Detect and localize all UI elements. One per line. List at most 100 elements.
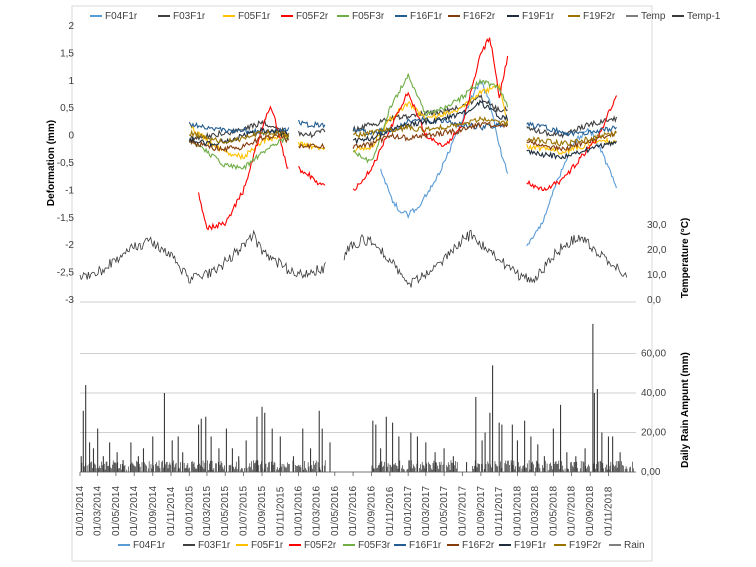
series-line-f05f2r <box>298 165 326 186</box>
series-line-f05f1r <box>526 136 617 155</box>
x-tick-label: 01/09/2018 <box>585 486 596 536</box>
y-axis-title-left: Deformation (mm) <box>46 120 57 206</box>
x-tick-label: 01/03/2017 <box>421 486 432 536</box>
x-tick-label: 01/09/2017 <box>476 486 487 536</box>
x-tick-label: 01/07/2015 <box>238 486 249 536</box>
chart-border <box>71 5 653 562</box>
x-tick-label: 01/07/2018 <box>567 486 578 536</box>
series-line-f16f1r <box>298 119 326 129</box>
legend-label-f04f1r: F04F1r <box>105 11 138 22</box>
bottom-legend-label-f05f3r: F05F3r <box>358 540 391 551</box>
x-tick-label: 01/11/2014 <box>166 486 177 536</box>
y-tick-left: 0 <box>68 131 74 142</box>
series-line-f19f1r <box>526 139 617 160</box>
legend-label-f05f1r: F05F1r <box>238 11 271 22</box>
series-line-temp-1 <box>343 229 628 288</box>
series-line-f19f1r <box>188 126 290 148</box>
legend-label-f16f1r: F16F1r <box>410 11 443 22</box>
y-tick-left: -2 <box>65 240 74 251</box>
y-tick-left: 2 <box>68 21 74 32</box>
x-tick-label: 01/09/2014 <box>148 486 159 536</box>
legend-label-f19f2r: F19F2r <box>583 11 616 22</box>
bottom-legend-label-f03f1r: F03F1r <box>198 540 231 551</box>
series-line-f16f1r <box>526 121 617 137</box>
y-tick-right: 10,0 <box>647 270 667 281</box>
x-tick-label: 01/05/2015 <box>220 486 231 536</box>
x-tick-label: 01/09/2016 <box>367 486 378 536</box>
series-line-temp-1 <box>79 229 326 284</box>
series-line-f03f1r <box>298 128 326 139</box>
series-line-f05f2r <box>526 95 617 191</box>
legend-label-f19f1r: F19F1r <box>522 11 555 22</box>
legend-label-f05f2r: F05F2r <box>296 11 329 22</box>
top-plot-area: 2 1,5 1 0,5 0 -0,5 -1 -1,5 -2 -2,5 -3 30,0 20,0 10,0 0… <box>46 21 691 306</box>
x-tick-label: 01/03/2018 <box>530 486 541 536</box>
x-tick-label: 01/07/2014 <box>129 486 140 536</box>
x-tick-label: 01/11/2016 <box>385 486 396 536</box>
x-tick-label: 01/11/2015 <box>275 486 286 536</box>
x-tick-label: 01/09/2015 <box>257 486 268 536</box>
series-line-f05f1r <box>188 123 289 161</box>
x-tick-label: 01/07/2016 <box>348 486 359 536</box>
series-line-f05f2r <box>352 37 509 191</box>
x-tick-label: 01/05/2017 <box>439 486 450 536</box>
series-line-f19f2r <box>353 115 509 139</box>
x-tick-label: 01/07/2017 <box>457 486 468 536</box>
series-line-f19f2r <box>526 130 617 147</box>
x-tick-label: 01/01/2016 <box>294 486 305 536</box>
series-line-f04f1r <box>526 127 618 247</box>
bottom-legend-label-f16f1r: F16F1r <box>409 540 442 551</box>
y-tick-right: 0,0 <box>647 295 661 306</box>
x-tick-label: 01/05/2016 <box>330 486 341 536</box>
x-tick-label: 01/11/2018 <box>603 486 614 536</box>
bottom-legend-label-f19f1r: F19F1r <box>514 540 547 551</box>
x-tick-label: 01/01/2017 <box>403 486 414 536</box>
x-tick-label: 01/03/2014 <box>93 486 104 536</box>
legend-label-temp: Temp <box>641 11 666 22</box>
legend-label-f05f3r: F05F3r <box>352 11 385 22</box>
x-tick-label: 01/05/2018 <box>548 486 559 536</box>
series-line-f05f2r <box>198 105 289 231</box>
series-line-f16f2r <box>352 121 509 149</box>
series-line-f19f1r <box>352 99 509 146</box>
x-tick-label: 01/03/2015 <box>202 486 213 536</box>
x-tick-label: 01/11/2017 <box>494 486 505 536</box>
y-tick-left: 0,5 <box>60 103 74 114</box>
y-tick-left: -3 <box>65 295 74 306</box>
y-tick-rain: 20,00 <box>641 428 666 439</box>
x-tick-label: 01/01/2018 <box>512 486 523 536</box>
y-tick-right: 30,0 <box>647 220 667 231</box>
legend-label-temp-1: Temp-1 <box>687 11 721 22</box>
series-line-f05f3r <box>352 73 509 164</box>
x-tick-label: 01/01/2015 <box>184 486 195 536</box>
x-tick-label: 01/01/2014 <box>75 486 86 536</box>
y-tick-left: 1 <box>68 76 74 87</box>
series-line-f16f2r <box>188 133 290 154</box>
series-line-f05f1r <box>353 83 509 153</box>
x-axis: 01/01/2014 01/03/2014 01/05/2014 01/07/2014… <box>75 472 614 536</box>
x-tick-label: 01/03/2016 <box>312 486 323 536</box>
bottom-plot-area: 60,00 40,00 20,00 0,00 Daily Rain Ampunt (mm… <box>80 301 691 478</box>
bottom-legend-label-rain: Rain <box>624 540 645 551</box>
y-tick-right: 20,0 <box>647 245 667 256</box>
bottom-legend-label-f16f2r: F16F2r <box>462 540 495 551</box>
legend-label-f16f2r: F16F2r <box>463 11 496 22</box>
series-line-f05f3r <box>188 136 290 171</box>
bottom-legend-label-f19f2r: F19F2r <box>569 540 602 551</box>
y-axis-title-right: Temperature (°C) <box>680 218 691 299</box>
bottom-legend-label-f04f1r: F04F1r <box>133 540 166 551</box>
bottom-legend-label-f05f2r: F05F2r <box>304 540 337 551</box>
bottom-legend: F04F1r F03F1r F05F1r F05F2r F05F3r F16F1r F16F… <box>118 540 645 551</box>
series-line-f16f2r <box>298 142 325 150</box>
legend-label-f03f1r: F03F1r <box>173 11 206 22</box>
y-tick-rain: 60,00 <box>641 349 666 360</box>
y-tick-rain: 40,00 <box>641 388 666 399</box>
top-legend: F04F1r F03F1r F05F1r F05F2r F05F3r F16F1r F16F… <box>90 11 721 22</box>
y-tick-rain: 0,00 <box>641 467 661 478</box>
series-line-f19f2r <box>188 129 290 144</box>
y-tick-left: -1 <box>65 185 74 196</box>
x-tick-label: 01/05/2014 <box>111 486 122 536</box>
y-tick-left: -0,5 <box>57 158 75 169</box>
